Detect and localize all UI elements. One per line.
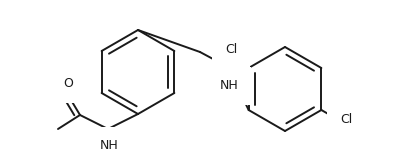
Text: O: O [63,77,73,90]
Text: Cl: Cl [340,113,352,125]
Text: NH: NH [100,139,118,152]
Text: Cl: Cl [225,43,237,56]
Text: NH: NH [220,79,238,92]
